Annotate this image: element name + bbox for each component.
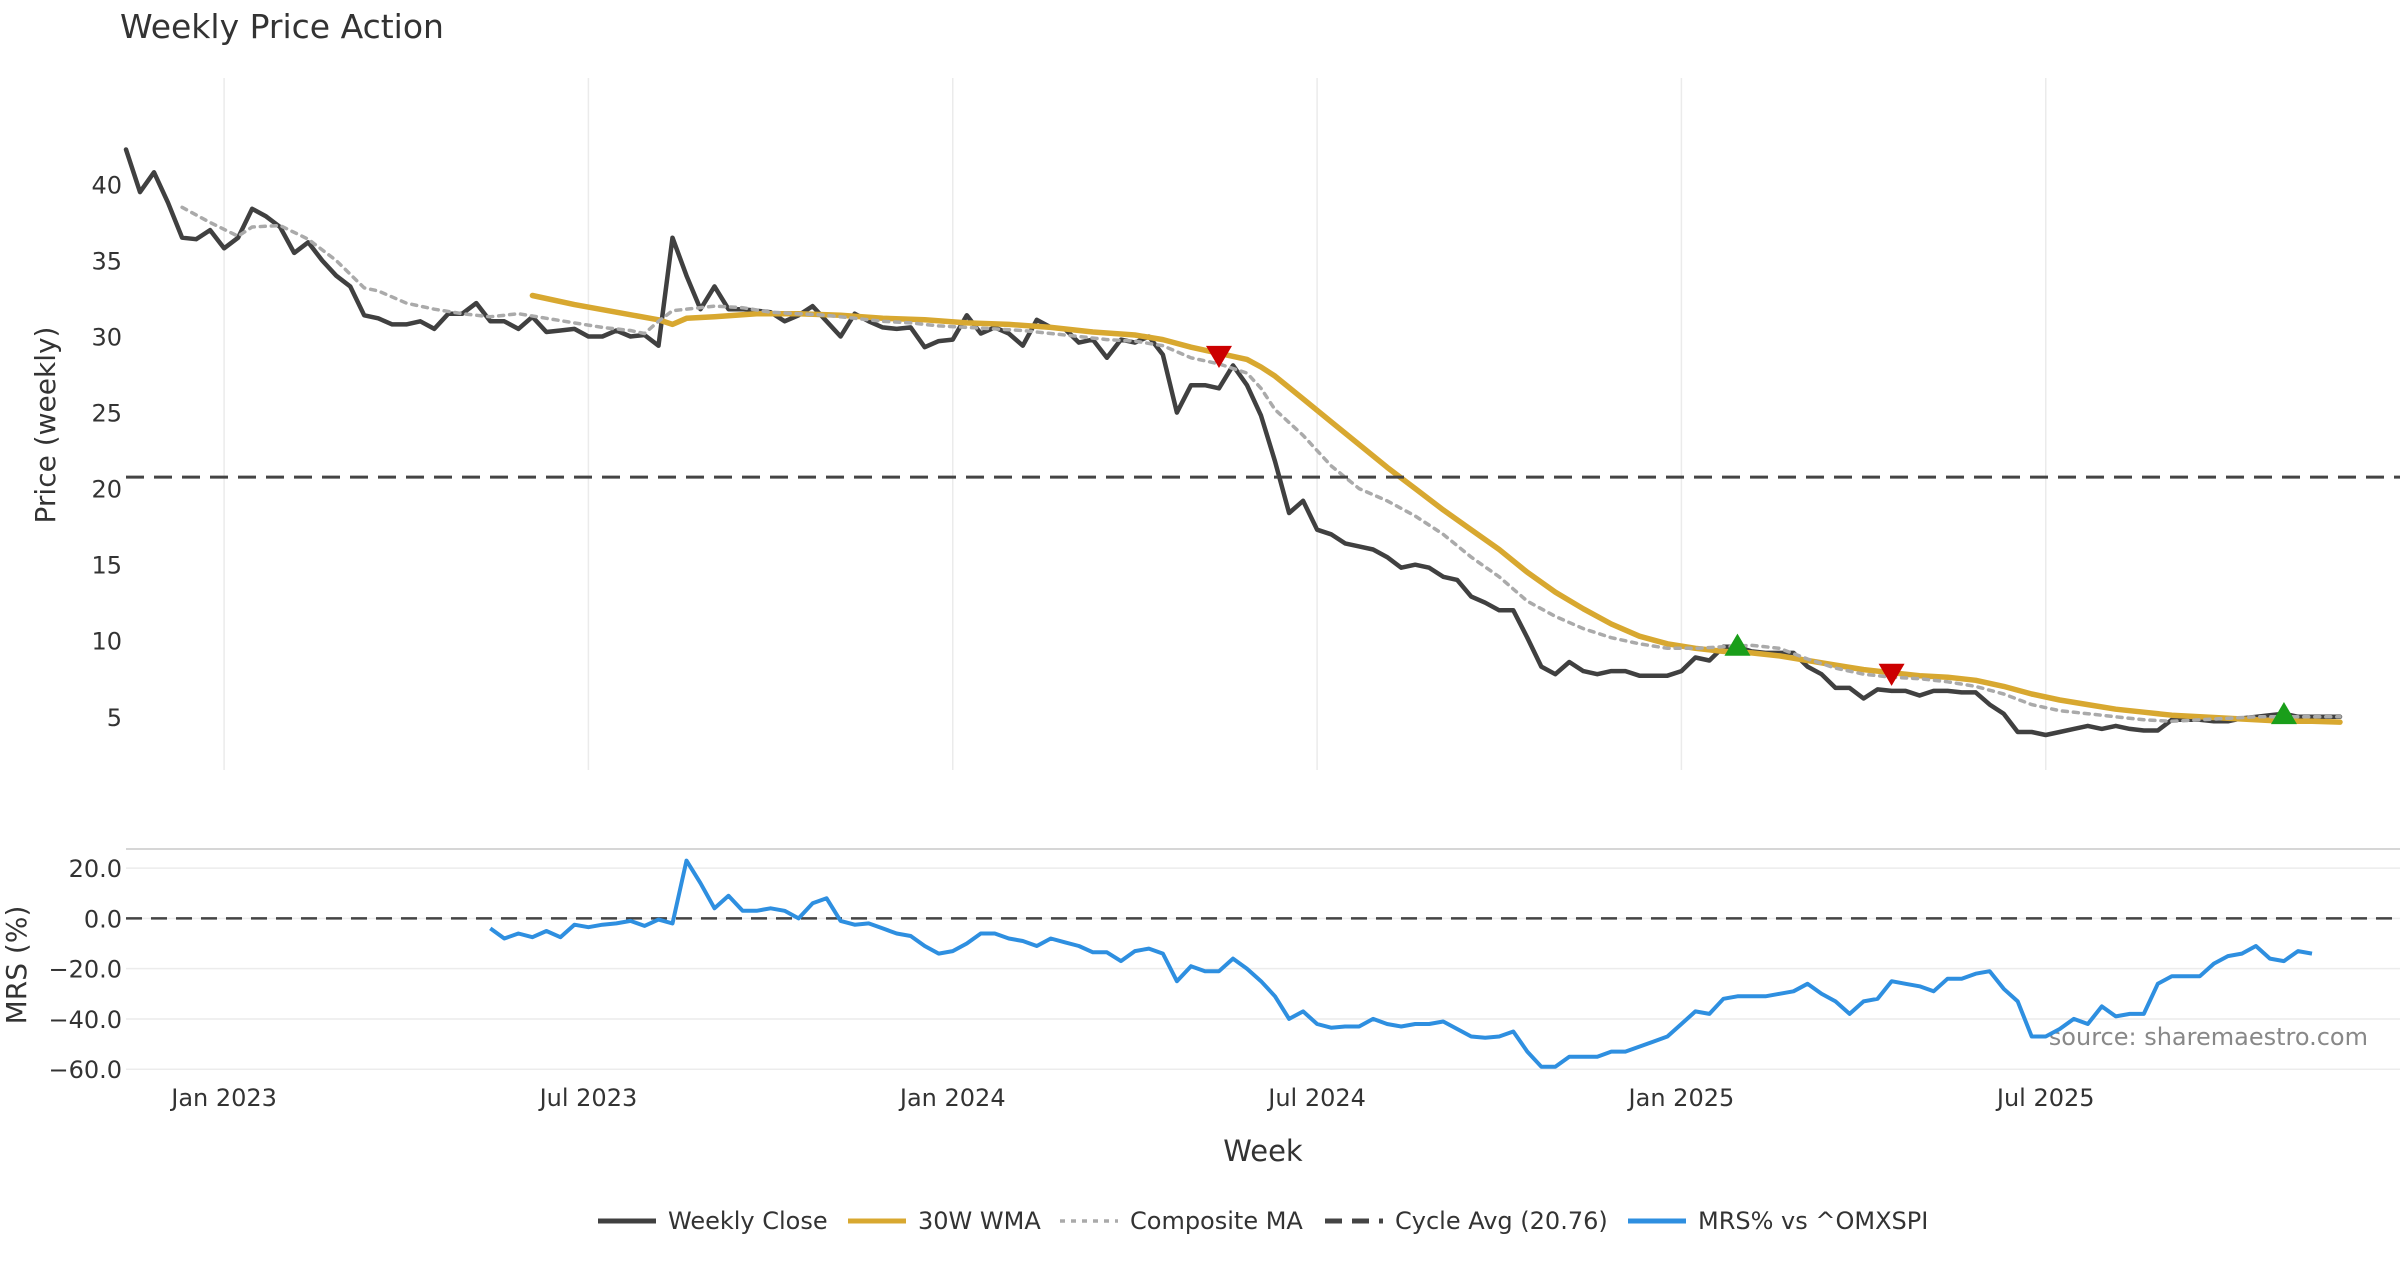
x-tick-label: Jul 2025 [1995,1084,2095,1112]
mrs-y-tick-label: −60.0 [48,1056,122,1084]
x-tick-label: Jan 2024 [898,1084,1006,1112]
x-tick-label: Jul 2024 [1266,1084,1366,1112]
legend: Weekly Close 30W WMA Composite MA Cycle Avg… [598,1207,1928,1235]
legend-label: Cycle Avg (20.76) [1395,1207,1608,1235]
legend-label: Weekly Close [668,1207,828,1235]
legend-label: Composite MA [1130,1207,1303,1235]
price-y-axis-label: Price (weekly) [29,327,62,524]
x-tick-label: Jan 2023 [169,1084,277,1112]
price-y-tick-label: 15 [91,552,122,580]
sell-signal-marker [1205,345,1232,369]
price-y-tick-label: 40 [91,171,122,199]
sell-signal-marker [1878,663,1905,686]
price-y-tick-label: 20 [91,476,122,504]
legend-item: MRS% vs ^OMXSPI [1628,1207,1928,1235]
mrs-y-tick-label: −20.0 [48,956,122,984]
30w-wma-line [529,292,2343,725]
legend-item: 30W WMA [848,1207,1041,1235]
legend-item: Composite MA [1060,1207,1303,1235]
x-tick-label: Jul 2023 [538,1084,638,1112]
x-tick-label: Jan 2025 [1627,1084,1735,1112]
grid [126,78,2400,1070]
mrs-y-tick-label: −40.0 [48,1006,122,1034]
price-y-tick-label: 35 [91,248,122,276]
axes: 5 10 15 20 25 30 35 40 −60.0 −40.0 −20.0 0.0 20.0 Jan… [48,171,2094,1112]
weekly-close-line [123,147,2343,738]
mrs-y-tick-label: 20.0 [69,855,122,883]
legend-label: MRS% vs ^OMXSPI [1698,1207,1928,1235]
mrs-line [489,858,2313,1069]
chart-title: Weekly Price Action [120,7,444,46]
composite-ma-line [180,205,2342,724]
price-y-tick-label: 10 [91,628,122,656]
x-axis-label: Week [1223,1134,1303,1168]
price-y-tick-label: 25 [91,400,122,428]
series [123,147,2400,1069]
mrs-y-axis-label: MRS (%) [0,906,33,1025]
legend-label: 30W WMA [918,1207,1041,1235]
mrs-y-tick-label: 0.0 [84,905,122,933]
legend-item: Cycle Avg (20.76) [1325,1207,1608,1235]
buy-signal-marker [1724,633,1751,656]
price-y-tick-label: 30 [91,324,122,352]
price-y-tick-label: 5 [107,704,122,732]
legend-item: Weekly Close [598,1207,828,1235]
buy-signal-marker [2270,702,2297,725]
source-note: source: sharemaestro.com [2049,1023,2368,1051]
